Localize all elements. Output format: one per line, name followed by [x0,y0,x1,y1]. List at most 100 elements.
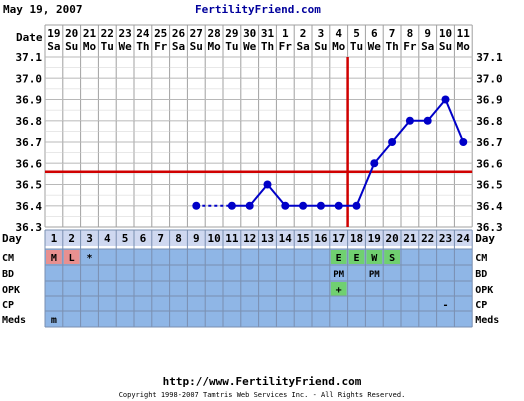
date-number: 4 [335,27,342,40]
bd-value: PM [333,270,344,280]
opk-row-label: OPK [2,285,20,296]
opk-row-label-right: OPK [475,285,493,296]
day-row-label: Day [2,232,22,245]
date-number: 22 [101,27,114,40]
temp-point [299,202,307,210]
weekday: Fr [403,40,417,53]
cycle-day: 7 [157,232,164,245]
weekday: We [243,40,257,53]
cycle-day: 8 [175,232,182,245]
y-tick-label-right: 36.7 [476,136,503,149]
weekday: Su [190,40,203,53]
cycle-day: 11 [225,232,239,245]
weekday: Su [65,40,78,53]
meds-value: m [51,315,57,326]
date-number: 10 [439,27,452,40]
temp-point [317,202,325,210]
cp-row-label-right: CP [475,300,487,311]
cycle-day: 14 [279,232,293,245]
cycle-day: 21 [403,232,417,245]
y-tick-label-left: 36.5 [16,179,43,192]
temp-point [335,202,343,210]
date-number: 8 [407,27,414,40]
y-tick-label-right: 37.1 [476,51,503,64]
weekday: Su [439,40,452,53]
weekday: We [118,40,132,53]
meds-row-label: Meds [2,315,26,326]
cm-value: S [389,253,395,264]
day-row-label-right: Day [475,232,495,245]
cm-value: L [69,253,75,264]
weekday: Sa [172,40,185,53]
temp-point [281,202,289,210]
cycle-day: 23 [439,232,452,245]
temp-point [459,138,467,146]
cp-row-label: CP [2,300,14,311]
weekday: Fr [154,40,168,53]
weekday: Tu [225,40,238,53]
cycle-day: 18 [350,232,363,245]
weekday: Tu [101,40,114,53]
y-tick-label-right: 37.0 [476,72,503,85]
y-tick-label-left: 36.4 [16,200,43,213]
temp-point [442,96,450,104]
temp-point [406,117,414,125]
cycle-day: 15 [296,232,309,245]
bd-row-label: BD [2,269,14,280]
weekday: Sa [47,40,60,53]
footer-url[interactable]: http://www.FertilityFriend.com [0,375,524,388]
cm-value: W [371,253,378,264]
cm-value: M [51,253,57,264]
date-number: 29 [225,27,238,40]
cm-value: E [336,253,342,264]
cycle-day: 17 [332,232,345,245]
cycle-day: 19 [368,232,381,245]
date-number: 6 [371,27,378,40]
weekday: Sa [421,40,434,53]
cm-value: * [86,253,92,264]
date-number: 7 [389,27,396,40]
bd-value: PM [369,270,380,280]
y-tick-label-left: 36.9 [16,94,43,107]
cm-value: E [353,253,359,264]
date-number: 31 [261,27,275,40]
cycle-day: 24 [457,232,471,245]
y-tick-label-right: 36.8 [476,115,503,128]
weekday: Tu [350,40,363,53]
date-number: 19 [47,27,60,40]
cycle-day: 6 [140,232,147,245]
temp-point [228,202,236,210]
y-tick-label-left: 36.6 [16,157,43,170]
date-number: 1 [282,27,289,40]
y-tick-label-right: 36.9 [476,94,503,107]
y-tick-label-left: 36.8 [16,115,43,128]
y-tick-label-right: 36.6 [476,157,503,170]
date-number: 20 [65,27,78,40]
date-number: 2 [300,27,307,40]
date-number: 24 [136,27,150,40]
y-tick-label-left: 37.0 [16,72,43,85]
cycle-day: 5 [122,232,129,245]
date-number: 23 [118,27,131,40]
cycle-day: 10 [207,232,220,245]
weekday: Mo [332,40,346,53]
temp-point [424,117,432,125]
weekday: Th [136,40,149,53]
weekday: Fr [279,40,293,53]
temp-point [353,202,361,210]
cycle-day: 9 [193,232,200,245]
date-number: 27 [190,27,203,40]
date-number: 25 [154,27,167,40]
weekday: Sa [296,40,309,53]
date-number: 9 [424,27,431,40]
date-number: 28 [207,27,220,40]
cm-row-label: CM [2,253,14,264]
date-label: Date [16,31,43,44]
date-number: 11 [457,27,471,40]
cp-value: - [442,300,448,311]
temp-point [246,202,254,210]
temp-point [192,202,200,210]
y-tick-label-right: 36.5 [476,179,503,192]
